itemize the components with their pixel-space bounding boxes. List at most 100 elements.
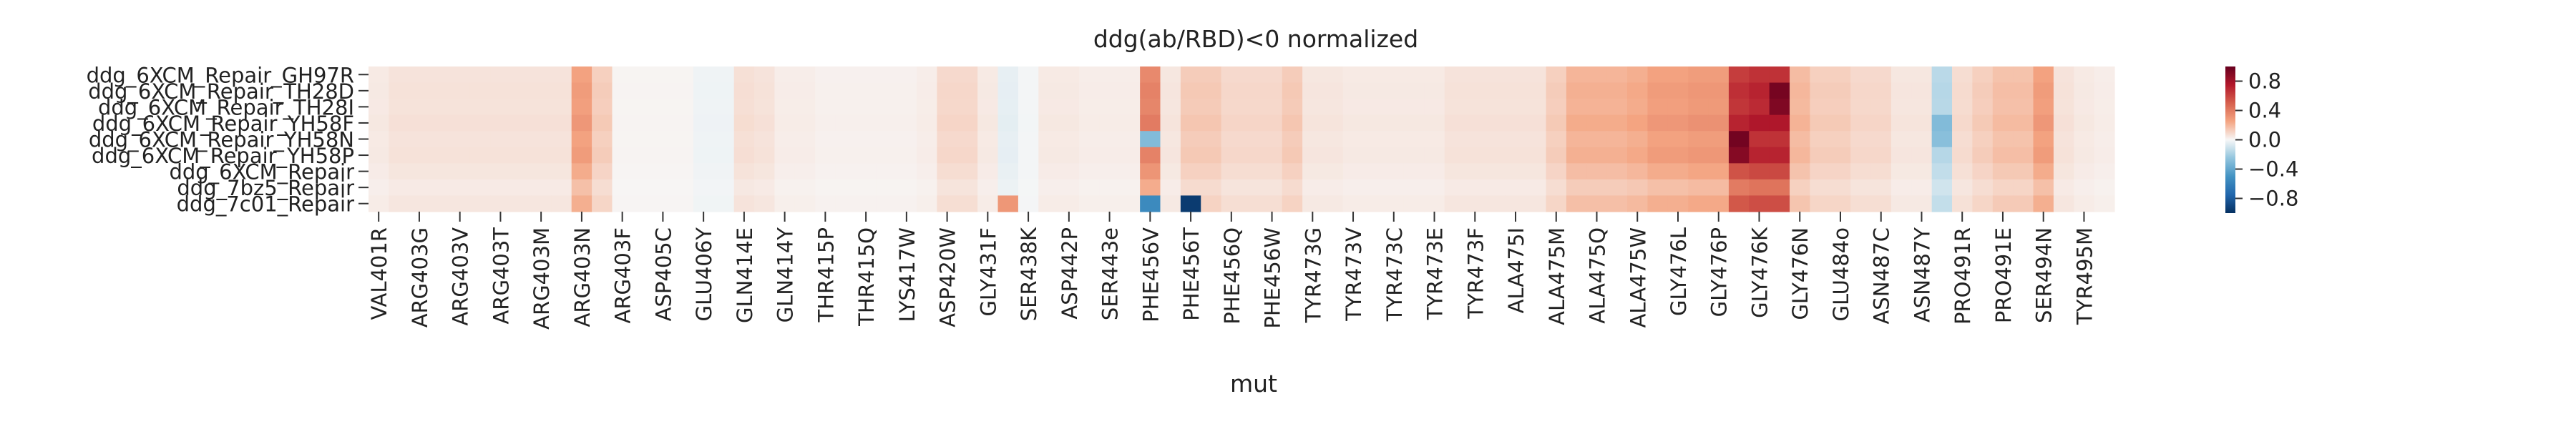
heatmap-cell [2033,82,2054,99]
heatmap-cell [1465,99,1486,116]
heatmap-cell [1403,163,1425,180]
heatmap-cell [835,66,857,84]
heatmap-cell [1992,82,2014,99]
heatmap-cell [449,179,471,197]
heatmap-cell [389,147,410,164]
heatmap-cell [1790,195,1811,212]
heatmap-cell [1140,179,1161,197]
heatmap-cell [794,147,816,164]
heatmap-cell [1546,195,1567,212]
heatmap-cell [510,99,532,116]
heatmap-cell [733,82,755,99]
heatmap-cell [754,66,776,84]
heatmap-cell [530,131,552,148]
heatmap-cell [510,131,532,148]
heatmap-cell [2094,131,2115,148]
heatmap-cell [1119,82,1141,99]
heatmap-cell [2094,99,2115,116]
heatmap-cell [1850,82,1872,99]
heatmap-cell [1099,99,1121,116]
heatmap-cell [713,163,735,180]
heatmap-cell [1465,179,1486,197]
heatmap-cell [835,163,857,180]
heatmap-cell [1790,147,1811,164]
heatmap-cell [2094,114,2115,132]
heatmap-cell [673,179,694,197]
heatmap-cell [612,163,633,180]
heatmap-cell [1221,99,1242,116]
heatmap-cell [1099,163,1121,180]
heatmap-cell [1810,179,1831,197]
heatmap-cell [1241,131,1262,148]
heatmap-cell [1099,66,1121,84]
heatmap-cell [1769,131,1790,148]
heatmap-cell [1647,195,1669,212]
heatmap-cell [1972,195,1994,212]
heatmap-cell [1403,131,1425,148]
heatmap-cell [1403,195,1425,212]
heatmap-cell [1627,99,1649,116]
y-tick-label: ddg_6XCM_Repair [169,160,354,184]
heatmap-cell [1688,147,1709,164]
heatmap-cell [1728,163,1750,180]
heatmap-cell [1526,131,1547,148]
heatmap-cell [490,163,512,180]
heatmap-cell [429,82,451,99]
heatmap-cell [977,131,999,148]
heatmap-cell [1606,82,1628,99]
heatmap-cell [1810,66,1831,84]
heatmap-cell [1952,131,1973,148]
heatmap-cell [510,195,532,212]
heatmap-cell [977,99,999,116]
heatmap-cell [977,195,999,212]
heatmap-cell [1667,66,1689,84]
heatmap-cell [1870,114,1892,132]
heatmap-cell [571,195,592,212]
heatmap-cell [2013,163,2034,180]
heatmap-cell [1465,147,1486,164]
heatmap-cell [1931,82,1953,99]
heatmap-cell [1627,82,1649,99]
heatmap-cells [369,66,2115,212]
heatmap-cell [1221,195,1242,212]
heatmap-cell [1221,163,1242,180]
heatmap-cell [369,82,389,99]
heatmap-cell [1160,131,1181,148]
heatmap-cell [1262,163,1283,180]
heatmap-cell [1282,131,1303,148]
heatmap-cell [1749,131,1770,148]
heatmap-cell [551,66,572,84]
heatmap-cell [997,131,1019,148]
heatmap-cell [1018,195,1039,212]
heatmap-cell [1485,99,1506,116]
heatmap-cell [1647,131,1669,148]
heatmap-cell [1485,147,1506,164]
heatmap-cell [1383,163,1405,180]
heatmap-cell [1383,114,1405,132]
heatmap-cell [1586,66,1608,84]
heatmap-cell [1342,66,1364,84]
heatmap-cell [1424,131,1445,148]
heatmap-cell [530,163,552,180]
x-tick-label: VAL401R [367,227,391,320]
heatmap-cell [1769,179,1790,197]
heatmap-cell [855,66,877,84]
heatmap-cell [1526,114,1547,132]
heatmap-cell [2013,82,2034,99]
heatmap-cell [1566,163,1587,180]
heatmap-cell [733,66,755,84]
x-tick-label: SER438K [1017,227,1041,321]
heatmap-cell [673,66,694,84]
heatmap-cell [997,82,1019,99]
heatmap-cell [1383,195,1405,212]
heatmap-cell [1241,179,1262,197]
y-tick-label: ddg_6XCM_Repair_YH58N [89,128,354,152]
heatmap-cell [673,131,694,148]
heatmap-cell [1505,163,1526,180]
heatmap-cell [1160,195,1181,212]
heatmap-cell [510,82,532,99]
x-tick-label: TYR473F [1463,227,1488,320]
heatmap-cell [1262,66,1283,84]
heatmap-cell [1769,99,1790,116]
heatmap-cell [774,82,796,99]
